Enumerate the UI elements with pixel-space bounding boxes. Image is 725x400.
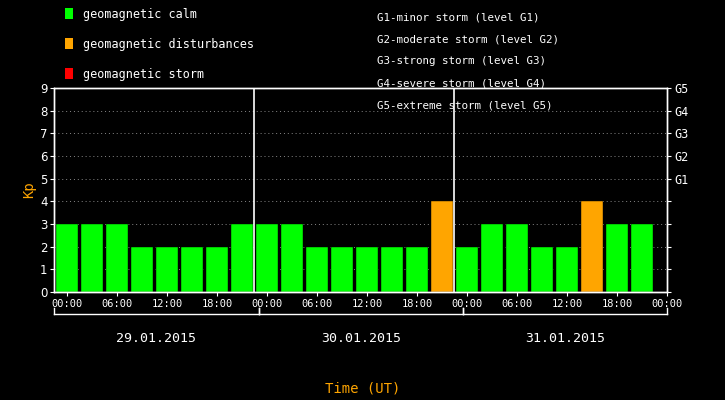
Bar: [631, 224, 652, 292]
Bar: [331, 247, 352, 292]
Bar: [157, 247, 178, 292]
Text: geomagnetic calm: geomagnetic calm: [83, 8, 197, 21]
Bar: [231, 224, 252, 292]
Bar: [131, 247, 152, 292]
Bar: [581, 201, 602, 292]
Bar: [481, 224, 502, 292]
Bar: [556, 247, 578, 292]
Text: 29.01.2015: 29.01.2015: [117, 332, 196, 345]
Bar: [356, 247, 378, 292]
Bar: [531, 247, 552, 292]
Bar: [107, 224, 128, 292]
Bar: [306, 247, 328, 292]
Text: geomagnetic storm: geomagnetic storm: [83, 68, 204, 81]
Bar: [257, 224, 278, 292]
Text: G4-severe storm (level G4): G4-severe storm (level G4): [377, 78, 546, 88]
Bar: [406, 247, 428, 292]
Bar: [506, 224, 528, 292]
Y-axis label: Kp: Kp: [22, 182, 36, 198]
Bar: [606, 224, 628, 292]
Bar: [181, 247, 202, 292]
Text: 31.01.2015: 31.01.2015: [525, 332, 605, 345]
Bar: [431, 201, 452, 292]
Text: Time (UT): Time (UT): [325, 382, 400, 396]
Bar: [207, 247, 228, 292]
Bar: [57, 224, 78, 292]
Text: 30.01.2015: 30.01.2015: [320, 332, 401, 345]
Bar: [381, 247, 402, 292]
Text: G3-strong storm (level G3): G3-strong storm (level G3): [377, 56, 546, 66]
Bar: [281, 224, 302, 292]
Text: G1-minor storm (level G1): G1-minor storm (level G1): [377, 12, 539, 22]
Text: G2-moderate storm (level G2): G2-moderate storm (level G2): [377, 34, 559, 44]
Bar: [81, 224, 102, 292]
Bar: [456, 247, 478, 292]
Text: geomagnetic disturbances: geomagnetic disturbances: [83, 38, 254, 51]
Text: G5-extreme storm (level G5): G5-extreme storm (level G5): [377, 100, 552, 110]
